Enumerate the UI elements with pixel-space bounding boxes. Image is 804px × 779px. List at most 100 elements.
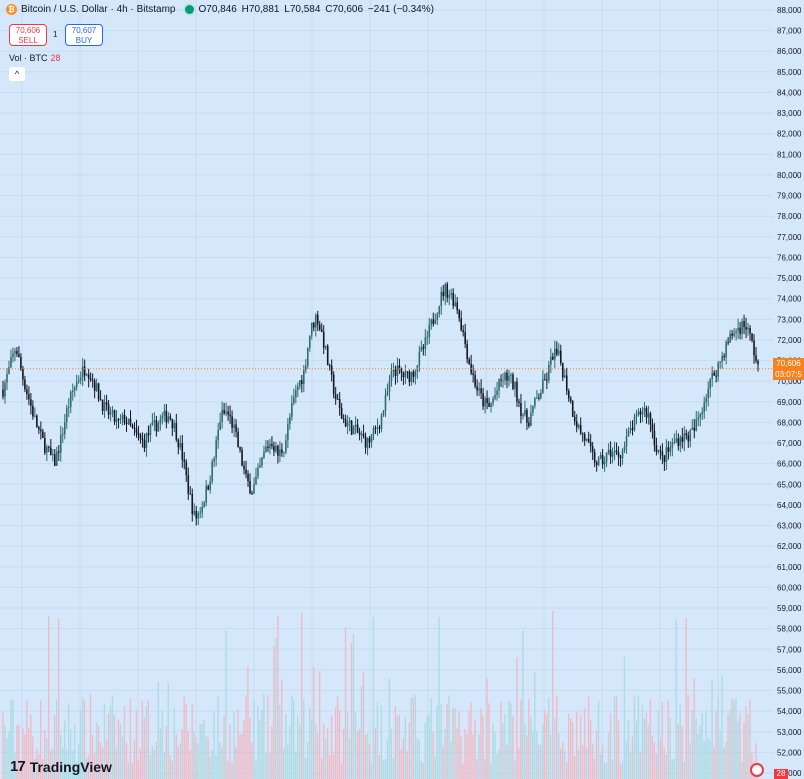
candle-body (571, 401, 574, 417)
candle-body (675, 438, 678, 443)
candle-body (434, 319, 437, 324)
buy-button[interactable]: 70,607 BUY (65, 24, 103, 46)
candle-body (623, 446, 626, 451)
candle-body (320, 329, 323, 332)
candle-body (67, 407, 70, 409)
candle-body (520, 402, 522, 417)
candle-body (203, 502, 206, 507)
candle-body (131, 425, 134, 428)
candle-body (221, 410, 223, 422)
volume-bar (418, 740, 420, 779)
sell-button[interactable]: 70,606 SELL (9, 24, 47, 46)
volume-bar (458, 711, 460, 779)
volume-bar (715, 711, 717, 779)
volume-bar (145, 706, 148, 779)
volume-bar (193, 731, 195, 779)
volume-bar (542, 724, 544, 779)
candle-body (305, 365, 307, 370)
volume-bar (275, 638, 277, 779)
volume-bar (625, 741, 628, 779)
candle-body (281, 449, 283, 453)
volume-bar (510, 703, 512, 779)
volume-bar (420, 760, 422, 779)
candle-body (63, 422, 66, 435)
collapse-legend-button[interactable]: ^ (9, 67, 25, 81)
volume-bar (456, 728, 458, 779)
candle-body (125, 422, 128, 424)
candle-body (356, 424, 359, 433)
volume-bar (721, 675, 723, 779)
volume-bar (673, 758, 675, 779)
candle-body (139, 435, 142, 439)
volume-bar (647, 725, 650, 779)
volume-bar (281, 679, 283, 779)
volume-bar (336, 696, 339, 779)
buy-price: 70,607 (71, 26, 97, 35)
volume-bar (561, 741, 564, 779)
volume-bar (671, 759, 673, 779)
volume-bar (99, 741, 102, 779)
volume-bar (394, 706, 397, 779)
volume-bar (735, 697, 737, 779)
candle-body (557, 350, 560, 355)
candle-body (231, 416, 233, 428)
candle-body (293, 397, 295, 404)
candle-body (388, 380, 391, 392)
grid-lines (0, 0, 773, 779)
volume-bar (697, 733, 699, 779)
candle-body (422, 347, 425, 349)
volume-bar (191, 704, 193, 779)
y-tick-label: 70,000 (777, 377, 802, 386)
volume-bar (61, 747, 64, 779)
y-tick-label: 80,000 (777, 171, 802, 180)
symbol-title[interactable]: Bitcoin / U.S. Dollar · 4h · Bitstamp (21, 4, 176, 15)
candle-body (559, 350, 562, 364)
candle-body (510, 374, 512, 376)
candle-body (71, 390, 74, 392)
volume-bar (450, 741, 452, 779)
high-label: H (241, 4, 249, 15)
volume-bar (81, 696, 84, 779)
candle-body (8, 367, 10, 374)
candle-body (115, 418, 118, 422)
candle-body (328, 365, 331, 367)
volume-bar (203, 719, 205, 779)
candle-body (476, 386, 478, 391)
volume-bar (707, 737, 709, 779)
volume-bar (20, 760, 22, 779)
candle-body (342, 418, 345, 420)
candle-body (137, 432, 140, 436)
volume-bar (227, 760, 229, 779)
candle-body (93, 380, 96, 391)
volume-bar (101, 747, 104, 779)
volume-bar (432, 731, 434, 779)
candle-body (99, 399, 102, 401)
candle-body (378, 427, 381, 429)
candle-body (348, 420, 351, 423)
volume-legend[interactable]: Vol · BTC 28 (9, 53, 61, 63)
volume-bar (474, 719, 476, 779)
candle-body (32, 405, 34, 417)
candle-body (460, 318, 462, 331)
candle-body (189, 493, 192, 495)
tradingview-logo[interactable]: 17 TradingView (10, 758, 112, 775)
volume-bar (34, 758, 36, 779)
candle-body (735, 330, 737, 333)
candle-body (384, 395, 387, 411)
candle-body (147, 433, 150, 436)
candle-body (362, 433, 365, 437)
candle-body (308, 335, 311, 348)
candle-body (97, 383, 100, 400)
target-icon[interactable] (750, 763, 764, 777)
candle-body (109, 412, 112, 415)
candle-body (643, 407, 646, 412)
candle-body (279, 449, 281, 456)
candle-body (512, 374, 514, 389)
candle-body (631, 428, 634, 430)
candle-body (528, 422, 530, 427)
candle-body (316, 314, 319, 325)
y-tick-label: 59,000 (777, 604, 802, 613)
candle-body (237, 431, 239, 448)
